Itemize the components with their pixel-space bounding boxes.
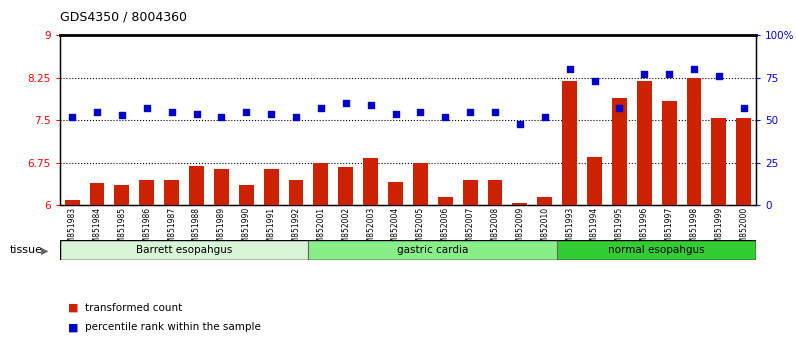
Point	[513, 121, 526, 127]
Bar	[487, 180, 502, 205]
Point	[538, 114, 551, 120]
Bar	[139, 180, 154, 205]
Point	[663, 72, 676, 77]
Bar	[438, 197, 453, 205]
Text: tissue: tissue	[10, 245, 42, 255]
Point	[240, 109, 252, 115]
Bar	[612, 98, 626, 205]
Point	[290, 114, 302, 120]
Bar	[115, 185, 129, 205]
Bar	[388, 182, 403, 205]
Text: ■: ■	[68, 303, 78, 313]
Bar	[587, 157, 602, 205]
Bar	[189, 166, 204, 205]
Point	[215, 114, 228, 120]
Bar	[363, 158, 378, 205]
Bar	[214, 169, 228, 205]
Bar	[64, 200, 80, 205]
Bar	[288, 180, 303, 205]
Point	[91, 109, 103, 115]
Bar	[562, 81, 577, 205]
Point	[588, 79, 601, 84]
Point	[365, 102, 377, 108]
Point	[613, 105, 626, 111]
Point	[115, 113, 128, 118]
Bar	[557, 240, 756, 260]
Bar	[462, 180, 478, 205]
Point	[389, 111, 402, 116]
Bar	[413, 163, 427, 205]
Bar	[736, 118, 751, 205]
Text: percentile rank within the sample: percentile rank within the sample	[85, 322, 261, 332]
Point	[140, 105, 153, 111]
Point	[66, 114, 79, 120]
Bar	[60, 240, 308, 260]
Point	[314, 105, 327, 111]
Point	[464, 109, 477, 115]
Point	[564, 67, 576, 72]
Text: normal esopahgus: normal esopahgus	[608, 245, 705, 255]
Point	[688, 67, 700, 72]
Point	[190, 111, 203, 116]
Point	[265, 111, 278, 116]
Point	[489, 109, 501, 115]
Bar	[686, 78, 701, 205]
Bar	[637, 81, 652, 205]
Text: Barrett esopahgus: Barrett esopahgus	[136, 245, 232, 255]
Bar	[89, 183, 104, 205]
Bar	[314, 163, 328, 205]
Text: gastric cardia: gastric cardia	[397, 245, 469, 255]
Point	[712, 73, 725, 79]
Bar	[338, 167, 353, 205]
Bar	[537, 197, 552, 205]
Bar	[513, 203, 527, 205]
Bar	[308, 240, 557, 260]
Text: ■: ■	[68, 322, 78, 332]
Text: GDS4350 / 8004360: GDS4350 / 8004360	[60, 11, 187, 24]
Point	[339, 101, 352, 106]
Point	[166, 109, 178, 115]
Text: ▶: ▶	[41, 245, 49, 255]
Point	[414, 109, 427, 115]
Point	[439, 114, 451, 120]
Point	[638, 72, 650, 77]
Point	[737, 105, 750, 111]
Bar	[239, 185, 254, 205]
Bar	[661, 101, 677, 205]
Bar	[164, 180, 179, 205]
Bar	[712, 118, 726, 205]
Bar	[263, 169, 279, 205]
Text: transformed count: transformed count	[85, 303, 182, 313]
